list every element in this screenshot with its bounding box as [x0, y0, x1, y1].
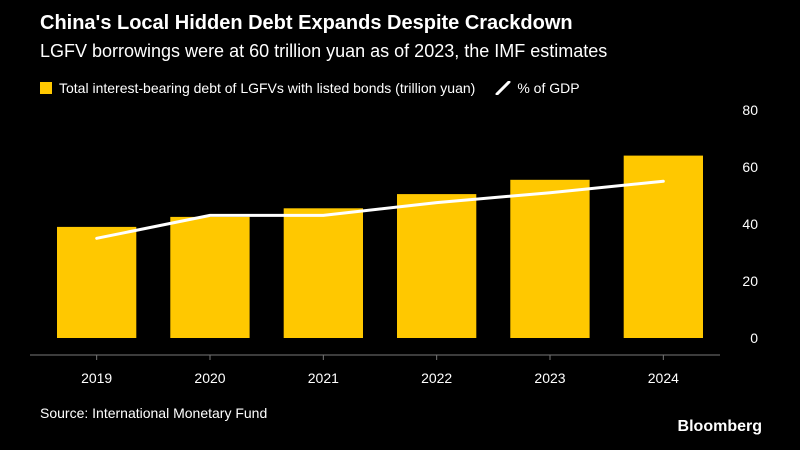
bar-2023 — [510, 179, 590, 338]
legend-line-label: % of GDP — [517, 80, 580, 96]
x-tick-label-2022: 2022 — [421, 370, 452, 386]
line-series-gdp — [95, 179, 665, 240]
bar-2020 — [170, 216, 250, 338]
chart-subtitle: LGFV borrowings were at 60 trillion yuan… — [40, 41, 608, 61]
bar-2024 — [623, 155, 703, 338]
source-note: Source: International Monetary Fund — [40, 405, 268, 421]
y-tick-label-60: 60 — [742, 159, 758, 175]
legend-bar-swatch — [40, 82, 52, 94]
chart-title: China's Local Hidden Debt Expands Despit… — [40, 12, 573, 34]
x-tick-label-2023: 2023 — [534, 370, 565, 386]
y-tick-label-20: 20 — [742, 273, 758, 289]
legend-line-swatch — [495, 81, 511, 95]
y-tick-label-80: 80 — [742, 102, 758, 118]
y-tick-label-40: 40 — [742, 216, 758, 232]
bar-2021 — [283, 208, 363, 338]
x-tick-label-2021: 2021 — [308, 370, 339, 386]
x-tick-label-2024: 2024 — [648, 370, 679, 386]
y-tick-label-0: 0 — [750, 330, 758, 346]
legend: Total interest-bearing debt of LGFVs wit… — [40, 80, 580, 96]
bar-2019 — [57, 226, 137, 338]
x-tick-label-2020: 2020 — [194, 370, 225, 386]
brand-logo: Bloomberg — [677, 418, 762, 435]
bar-2022 — [397, 194, 477, 338]
legend-bar-label: Total interest-bearing debt of LGFVs wit… — [59, 80, 476, 96]
x-tick-label-2019: 2019 — [81, 370, 112, 386]
